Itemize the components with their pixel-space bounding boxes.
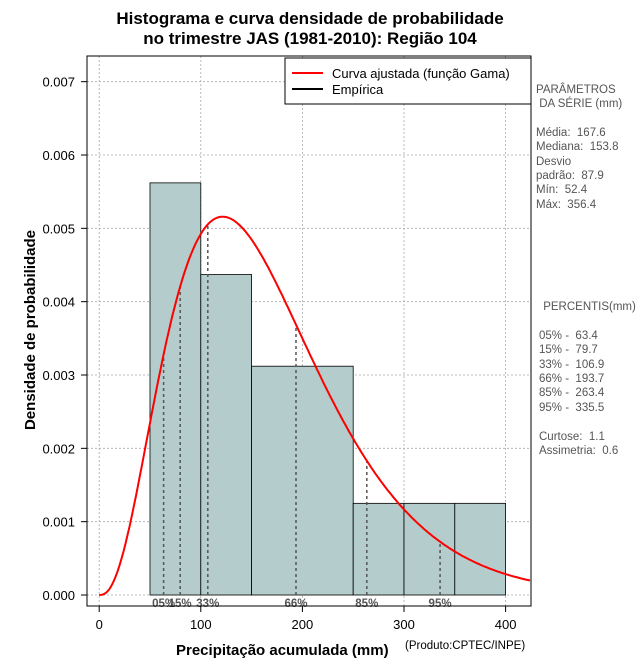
- x-tick-label: 400: [495, 617, 517, 632]
- stat-media: Média: 167.6: [536, 127, 606, 139]
- y-tick-label: 0.000: [42, 588, 75, 603]
- x-tick-label: 100: [190, 617, 212, 632]
- chart-title-line1: Histograma e curva densidade de probabil…: [116, 9, 504, 28]
- percentile-lines: [162, 224, 441, 595]
- y-tick-label: 0.001: [42, 515, 75, 530]
- percentile-label: 15%: [169, 598, 192, 610]
- y-tick-label: 0.006: [42, 148, 75, 163]
- stat-p05: 05% - 63.4: [539, 330, 598, 342]
- x-tick-label: 300: [393, 617, 415, 632]
- x-tick-label: 0: [96, 617, 103, 632]
- percentile-label: 95%: [429, 598, 452, 610]
- axes: 0 100 200 300 400 0.000 0.001 0.002 0.003 0.004 0.…: [42, 75, 516, 632]
- stat-mediana: Mediana: 153.8: [536, 141, 619, 153]
- histogram-bar: [200, 274, 252, 596]
- histogram-bar: [352, 502, 405, 596]
- stat-max: Máx: 356.4: [536, 199, 597, 211]
- stat-min: Mín: 52.4: [536, 184, 588, 196]
- histogram-bars: [149, 182, 506, 596]
- percentis-header: PERCENTIS(mm): [540, 301, 636, 313]
- stat-p15: 15% - 79.7: [539, 344, 598, 356]
- y-tick-label: 0.005: [42, 221, 75, 236]
- y-tick-label: 0.007: [42, 75, 75, 90]
- x-axis-label: Precipitação acumulada (mm): [176, 642, 389, 659]
- percentile-label: 66%: [284, 598, 307, 610]
- x-tick-label: 200: [292, 617, 314, 632]
- percentile-labels: 05%15% 33% 66% 85% 95%: [152, 598, 451, 610]
- stat-curtose: Curtose: 1.1: [539, 431, 605, 443]
- stat-p85: 85% - 263.4: [539, 387, 605, 399]
- histogram-bar: [251, 365, 354, 596]
- percentile-label: 85%: [355, 598, 378, 610]
- percentile-label: 05%: [152, 598, 175, 610]
- stat-p33: 33% - 106.9: [539, 359, 605, 371]
- y-tick-label: 0.002: [42, 441, 75, 456]
- params-header-2: DA SÉRIE (mm): [536, 98, 623, 110]
- plot-frame: [86, 55, 532, 607]
- stat-desvio-1: Desvio: [536, 156, 572, 168]
- y-axis-label: Densidade de probabilidade: [22, 229, 39, 431]
- chart-title-line2: no trimestre JAS (1981-2010): Região 104: [143, 29, 477, 48]
- stat-p66: 66% - 193.7: [539, 373, 605, 385]
- stat-assimetria: Assimetria: 0.6: [539, 445, 619, 457]
- histogram-bar: [149, 182, 202, 596]
- legend-fitted-label: Curva ajustada (função Gama): [332, 66, 510, 81]
- legend-box: [284, 57, 532, 105]
- stat-p95: 95% - 335.5: [539, 402, 605, 414]
- legend-empirical-label: Empírica: [332, 82, 384, 97]
- y-tick-label: 0.003: [42, 368, 75, 383]
- y-tick-label: 0.004: [42, 295, 75, 310]
- credit-text: (Produto:CPTEC/INPE): [405, 640, 526, 652]
- stat-desvio-2: padrão: 87.9: [536, 170, 604, 182]
- legend: Curva ajustada (função Gama) Empírica: [284, 57, 532, 105]
- params-header-1: PARÂMETROS: [536, 84, 616, 96]
- percentile-label: 33%: [196, 598, 219, 610]
- fitted-gamma-curve: [99, 215, 531, 596]
- histogram-bar: [454, 502, 506, 596]
